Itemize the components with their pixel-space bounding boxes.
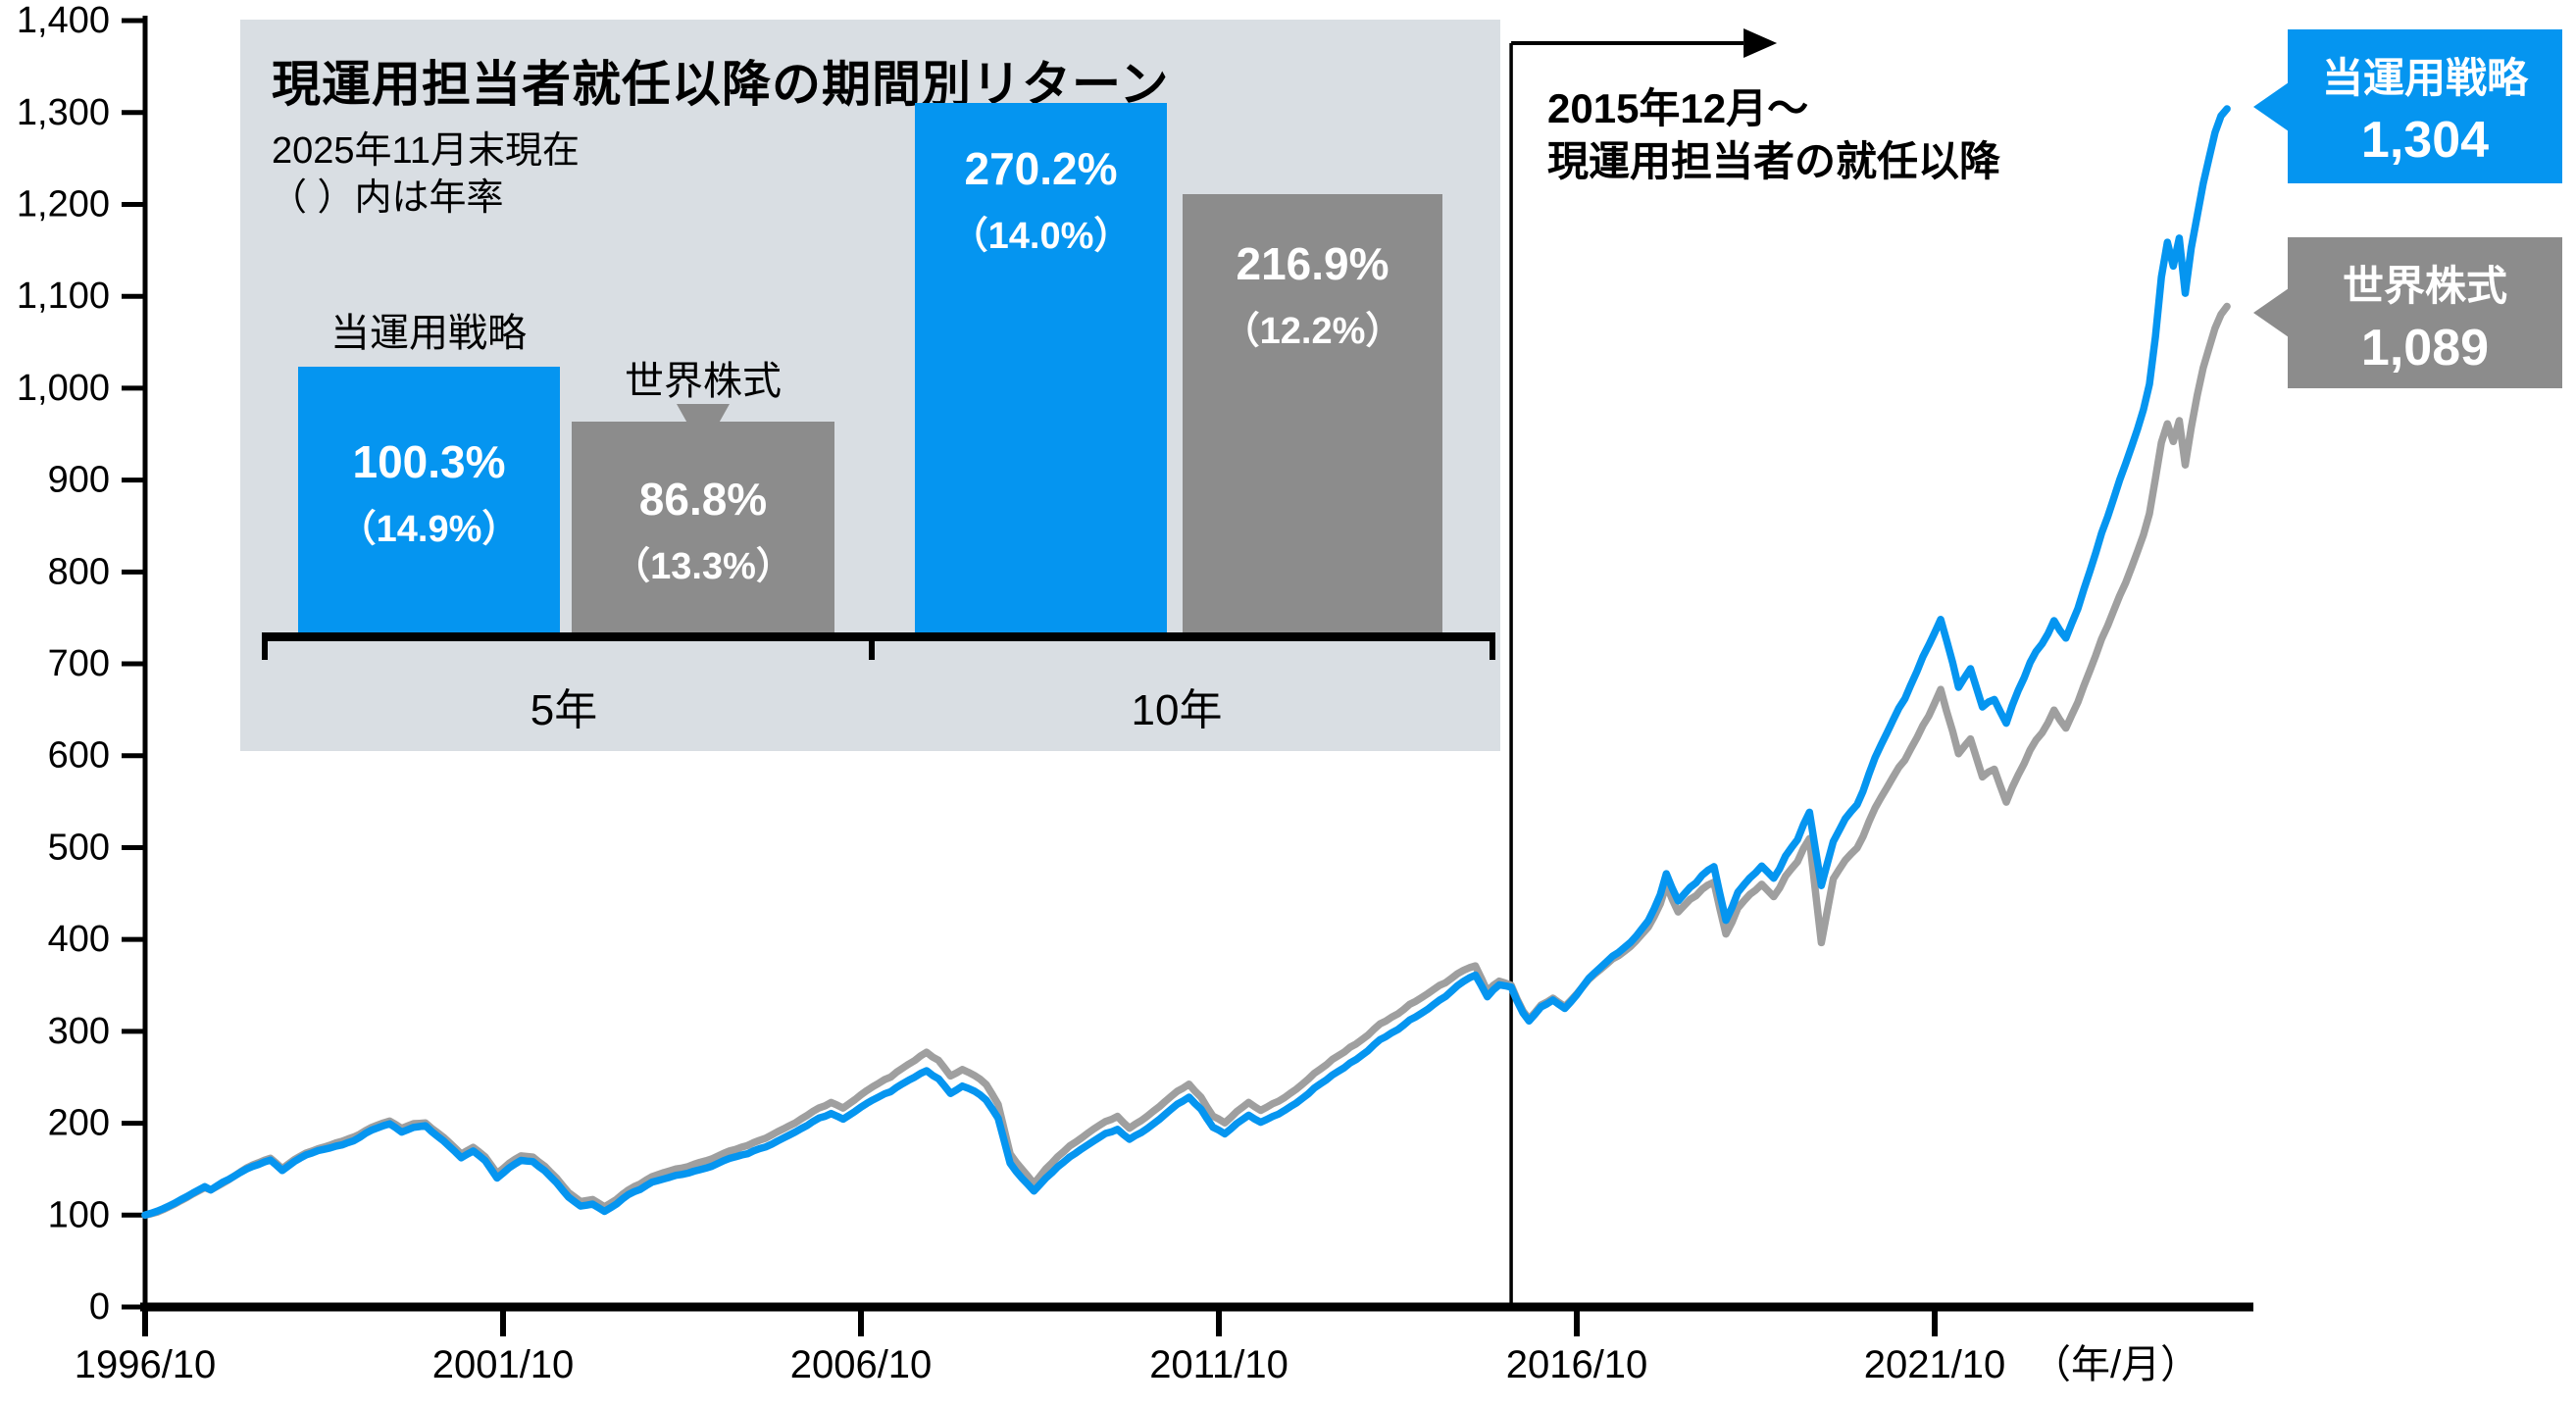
legend-strategy-label: 当運用戦略: [330, 312, 527, 355]
inset-axis-tick: [869, 632, 875, 660]
x-axis-unit-label: （年/月）: [2032, 1343, 2199, 1386]
x-axis-tick-label: 2001/10: [432, 1343, 575, 1386]
y-axis-tick-label: 700: [48, 643, 110, 684]
y-axis-tick-label: 300: [48, 1011, 110, 1052]
x-axis-tick-label: 2006/10: [790, 1343, 933, 1386]
y-axis-tick-label: 1,000: [17, 368, 110, 409]
inset-axis-line: [262, 632, 1495, 641]
bar-strategy-5y: 100.3% （14.9%）: [298, 367, 560, 633]
y-axis-tick-label: 100: [48, 1194, 110, 1235]
y-axis-tick-label: 500: [48, 827, 110, 868]
bar-strategy-10y: 270.2% （14.0%）: [915, 103, 1167, 633]
benchmark-endpoint-callout: 世界株式 1,089: [2253, 237, 2562, 388]
x-axis-tick-label: 1996/10: [75, 1343, 217, 1386]
bar-benchmark-10y: 216.9% （12.2%）: [1183, 194, 1442, 633]
y-axis-tick-label: 800: [48, 551, 110, 592]
category-label-10y: 10年: [1131, 686, 1223, 734]
y-axis-tick-label: 200: [48, 1103, 110, 1144]
inset-return-panel: 現運用担当者就任以降の期間別リターン 2025年11月末現在 （ ）内は年率 当…: [240, 20, 1500, 751]
bar-value-label: 216.9%: [1236, 238, 1389, 289]
annotation-line2: 現運用担当者の就任以降: [1547, 138, 2001, 184]
bar-annual-label: （14.9%）: [338, 509, 520, 550]
bar-annual-label: （14.0%）: [950, 216, 1132, 257]
x-axis-tick-label: 2011/10: [1149, 1343, 1288, 1386]
bar-value-label: 270.2%: [964, 143, 1118, 194]
y-axis-tick-label: 400: [48, 919, 110, 960]
bar-annual-label: （13.3%）: [613, 546, 793, 587]
y-axis-tick-label: 1,300: [17, 92, 110, 133]
manager-tenure-annotation: 2015年12月～ 現運用担当者の就任以降: [1547, 82, 2000, 188]
benchmark-callout-value: 1,089: [2360, 320, 2490, 377]
y-axis-tick-label: 900: [48, 460, 110, 501]
x-axis-tick-label: 2016/10: [1506, 1343, 1648, 1386]
event-arrow-head-icon: [1743, 28, 1778, 58]
bar-value-label: 100.3%: [352, 436, 506, 487]
strategy-callout-value: 1,304: [2360, 112, 2490, 169]
callout-pointer-left-icon: [2253, 82, 2289, 131]
benchmark-callout-name: 世界株式: [2342, 263, 2507, 309]
bar-annual-label: （12.2%）: [1222, 311, 1403, 352]
strategy-line-series: [141, 105, 2231, 1219]
y-axis-tick-label: 600: [48, 735, 110, 777]
inset-axis-tick: [1490, 632, 1495, 660]
bar-benchmark-5y: 86.8% （13.3%）: [572, 422, 834, 633]
y-axis-tick-label: 0: [89, 1286, 110, 1328]
bar-value-label: 86.8%: [638, 474, 768, 525]
callout-pointer-left-icon: [2253, 288, 2289, 337]
y-axis-tick-label: 1,400: [17, 0, 110, 41]
inset-axis-tick: [262, 632, 268, 660]
strategy-callout-name: 当運用戦略: [2321, 55, 2528, 101]
inset-subtitle-note: （ ）内は年率: [270, 177, 504, 219]
strategy-endpoint-callout: 当運用戦略 1,304: [2253, 29, 2562, 183]
x-axis-tick-label: 2021/10: [1864, 1343, 2006, 1386]
y-axis-tick-label: 1,200: [17, 183, 110, 225]
inset-title: 現運用担当者就任以降の期間別リターン: [272, 57, 1170, 112]
category-label-5y: 5年: [530, 686, 598, 734]
y-axis-tick-label: 1,100: [17, 276, 110, 317]
legend-benchmark-label: 世界株式: [625, 360, 782, 403]
annotation-line1: 2015年12月～: [1547, 85, 1809, 131]
inset-subtitle-asof: 2025年11月末現在: [272, 130, 580, 172]
